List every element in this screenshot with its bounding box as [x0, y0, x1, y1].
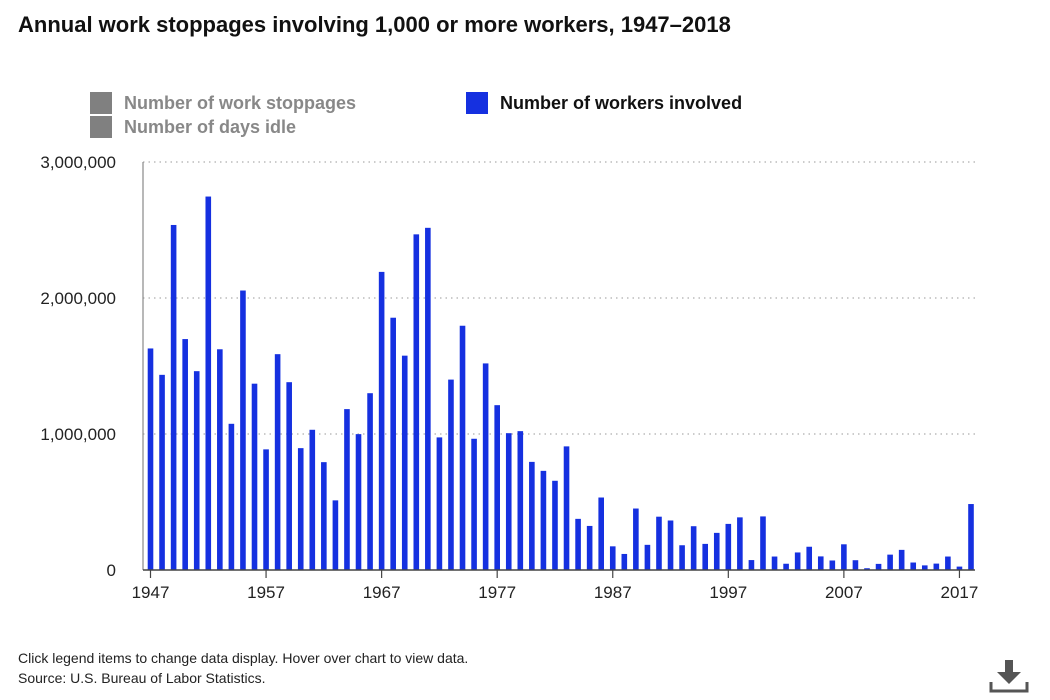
bar[interactable]: 1963: 512,000 — [332, 500, 339, 570]
bar[interactable]: 2017: 25,000 — [956, 566, 963, 570]
bar[interactable]: 1976: 1,519,000 — [482, 363, 489, 570]
chart-source: Source: U.S. Bureau of Labor Statistics. — [18, 670, 266, 686]
bar[interactable]: 1977: 1,212,000 — [494, 405, 500, 570]
bar[interactable]: 2013: 55,000 — [910, 562, 917, 570]
bar[interactable]: 1988: 118,000 — [621, 553, 628, 570]
bar[interactable]: 2016: 99,000 — [945, 556, 951, 570]
bar[interactable]: 1966: 1,300,000 — [367, 393, 373, 570]
bar[interactable]: 2008: 72,000 — [852, 560, 859, 570]
x-tick-label: 1987 — [594, 583, 632, 602]
bar[interactable]: 1967: 2,192,000 — [378, 271, 385, 570]
x-tick-label: 2017 — [941, 583, 979, 602]
y-tick-label: 3,000,000 — [40, 153, 116, 172]
bar[interactable]: 1985: 324,000 — [586, 525, 593, 570]
legend-item-work-stoppages[interactable]: Number of work stoppages — [90, 92, 356, 114]
bar[interactable]: 1972: 975,000 — [436, 437, 443, 570]
bar[interactable]: 1990: 185,000 — [644, 544, 651, 570]
bar[interactable]: 1982: 656,000 — [552, 480, 558, 570]
bar[interactable]: 1961: 1,031,000 — [309, 429, 316, 570]
bar[interactable]: 1949: 2,537,000 — [170, 224, 177, 570]
bar[interactable]: 1954: 1,075,000 — [228, 423, 235, 570]
bar[interactable]: 2012: 148,000 — [898, 549, 905, 570]
bar[interactable]: 1995: 192,000 — [702, 543, 709, 570]
bar[interactable]: 1984: 376,000 — [575, 518, 581, 570]
chart-instructions: Click legend items to change data displa… — [18, 650, 469, 666]
x-tick-label: 1977 — [478, 583, 516, 602]
bar[interactable]: 1999: 73,000 — [748, 560, 755, 570]
bar[interactable]: 2014: 34,000 — [921, 565, 928, 570]
bar[interactable]: 2006: 70,000 — [829, 560, 836, 570]
bar[interactable]: 1975: 965,000 — [471, 438, 477, 570]
bar[interactable]: 1974: 1,796,000 — [459, 325, 466, 570]
legend-item-days-idle[interactable]: Number of days idle — [90, 116, 296, 138]
x-tick-label: 1957 — [247, 583, 285, 602]
bar[interactable]: 1947: 1,629,000 — [147, 348, 154, 570]
bar[interactable]: 2001: 99,000 — [771, 556, 778, 570]
legend-swatch-gray — [90, 92, 112, 114]
y-tick-label: 0 — [107, 561, 116, 580]
bar[interactable]: 1964: 1,183,000 — [344, 409, 350, 570]
x-tick-label: 1947 — [132, 583, 170, 602]
chart-title: Annual work stoppages involving 1,000 or… — [18, 12, 731, 37]
bar[interactable]: 2005: 100,000 — [817, 556, 824, 570]
bar[interactable]: 1998: 387,000 — [737, 517, 743, 570]
bar[interactable]: 1989: 452,000 — [633, 508, 639, 570]
bar[interactable]: 2004: 171,000 — [806, 546, 813, 570]
legend-swatch-blue — [466, 92, 488, 114]
bar[interactable]: 1970: 2,468,000 — [413, 234, 420, 571]
bar[interactable]: 1994: 322,000 — [690, 526, 697, 570]
bar[interactable]: 1996: 273,000 — [713, 532, 720, 570]
x-tick-label: 2007 — [825, 583, 863, 602]
bar[interactable]: 1953: 1,623,000 — [217, 349, 223, 570]
bar[interactable]: 1955: 2,055,000 — [240, 290, 246, 570]
bar[interactable]: 2009: 13,000 — [864, 568, 870, 570]
bar[interactable]: 1971: 2,516,000 — [425, 227, 431, 570]
bar[interactable]: 2003: 129,000 — [794, 552, 801, 570]
bar[interactable]: 1981: 729,000 — [540, 470, 547, 570]
bar[interactable]: 2011: 113,000 — [887, 554, 893, 570]
bar[interactable]: 1969: 1,576,000 — [401, 355, 408, 570]
bar[interactable]: 1959: 1,381,000 — [286, 382, 292, 570]
download-icon — [989, 660, 1029, 693]
bar[interactable]: 1980: 795,000 — [529, 461, 535, 570]
bar[interactable]: 1968: 1,855,000 — [390, 317, 396, 570]
bar[interactable]: 1993: 182,000 — [679, 545, 685, 570]
bar[interactable]: 1991: 392,000 — [656, 516, 662, 570]
x-tick-label: 1967 — [363, 583, 401, 602]
bar[interactable]: 2010: 45,000 — [875, 563, 882, 570]
bar[interactable]: 1956: 1,370,000 — [251, 383, 258, 570]
bar[interactable]: 2000: 394,000 — [760, 516, 766, 570]
y-tick-label: 1,000,000 — [40, 425, 116, 444]
bar[interactable]: 1948: 1,435,000 — [159, 374, 165, 570]
bar[interactable]: 1978: 1,006,000 — [505, 433, 512, 570]
legend-label: Number of days idle — [124, 116, 297, 137]
bar[interactable]: 1950: 1,698,000 — [182, 339, 188, 570]
bar[interactable]: 1973: 1,400,000 — [448, 379, 454, 570]
bar[interactable]: 1958: 1,587,000 — [274, 354, 281, 570]
bar[interactable]: 2002: 46,000 — [783, 563, 789, 570]
legend-item-workers-involved[interactable]: Number of workers involved — [466, 92, 742, 114]
bar[interactable]: 1960: 896,000 — [297, 448, 304, 570]
bar[interactable]: 1951: 1,462,000 — [193, 371, 200, 570]
y-tick-label: 2,000,000 — [40, 289, 116, 308]
bar[interactable]: 2018: 485,000 — [968, 504, 974, 570]
bar[interactable]: 1957: 887,000 — [263, 449, 269, 570]
x-tick-label: 1997 — [709, 583, 747, 602]
legend-swatch-gray — [90, 116, 112, 138]
bar[interactable]: 1965: 999,000 — [355, 434, 362, 570]
bar[interactable]: 1983: 909,000 — [563, 446, 570, 570]
bar[interactable]: 2015: 47,000 — [933, 563, 940, 570]
bar[interactable]: 1987: 174,000 — [609, 546, 616, 570]
bar[interactable]: 1952: 2,746,000 — [205, 196, 212, 570]
legend-label: Number of work stoppages — [124, 92, 357, 113]
bar[interactable]: 2007: 189,000 — [841, 544, 847, 570]
bar[interactable]: 1962: 793,000 — [321, 462, 327, 570]
download-button[interactable] — [988, 658, 1030, 694]
bar[interactable]: 1979: 1,021,000 — [517, 431, 524, 570]
bar[interactable]: 1997: 339,000 — [725, 523, 732, 570]
bar[interactable]: 1986: 533,000 — [598, 497, 604, 570]
legend-label: Number of workers involved — [500, 92, 743, 113]
bar[interactable]: 1992: 364,000 — [667, 520, 674, 570]
